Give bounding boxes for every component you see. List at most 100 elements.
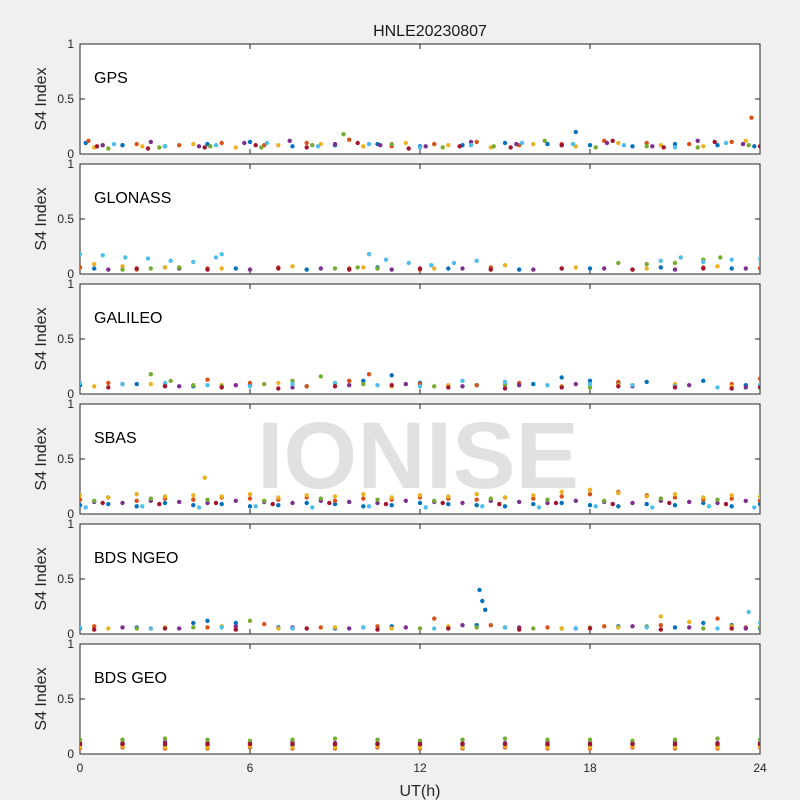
data-point: [177, 265, 182, 270]
data-point: [432, 266, 437, 271]
data-point: [672, 145, 678, 150]
data-point: [743, 498, 748, 503]
data-point: [587, 745, 593, 750]
data-point: [488, 267, 493, 272]
y-tick-label: 0: [67, 507, 74, 521]
panel-frame: [79, 163, 761, 275]
data-point: [573, 129, 578, 135]
data-point: [94, 144, 100, 149]
data-point: [361, 492, 366, 497]
data-point: [162, 384, 168, 389]
data-point: [120, 741, 125, 747]
data-point: [491, 144, 496, 149]
y-tick-label: 0.5: [57, 332, 74, 346]
data-point: [247, 492, 253, 497]
data-point: [502, 379, 508, 385]
data-point: [80, 380, 83, 386]
data-point: [545, 745, 550, 750]
data-point: [460, 623, 465, 628]
y-tick-label: 0.5: [57, 212, 74, 226]
data-point: [290, 626, 295, 631]
panel-bds-geo: 0 0.5 1 S4 Index BDS GEO: [33, 637, 761, 761]
data-point: [712, 139, 717, 145]
data-point: [429, 263, 434, 268]
data-point: [672, 745, 678, 750]
data-point: [667, 500, 672, 506]
y-tick-label: 1: [67, 277, 74, 291]
data-point: [318, 496, 323, 501]
data-point: [480, 598, 485, 604]
y-axis-label: S4 Index: [33, 427, 50, 490]
series: [80, 378, 760, 390]
data-point: [327, 500, 332, 506]
data-point: [100, 253, 105, 258]
panel-galileo: 0 0.5 1 S4 Index GALILEO: [33, 277, 761, 401]
data-point: [318, 374, 323, 379]
data-point: [474, 383, 479, 388]
data-point: [729, 496, 734, 501]
data-point: [468, 139, 474, 145]
data-point: [723, 501, 729, 507]
y-tick-label: 0.5: [57, 572, 74, 586]
data-point: [148, 139, 153, 145]
data-point: [630, 624, 635, 629]
data-point: [106, 380, 111, 386]
data-point: [106, 626, 111, 631]
data-point: [752, 144, 757, 149]
y-tick-label: 1: [67, 37, 74, 51]
data-point: [672, 492, 678, 497]
data-point: [120, 737, 125, 742]
data-point: [162, 494, 168, 499]
data-point: [508, 145, 513, 150]
data-point: [474, 492, 479, 497]
data-point: [366, 504, 372, 509]
data-point: [120, 381, 125, 387]
data-point: [276, 143, 281, 148]
data-point: [177, 499, 182, 505]
data-point: [304, 626, 309, 631]
data-point: [233, 627, 238, 632]
data-point: [715, 143, 720, 148]
data-point: [678, 255, 683, 260]
data-point: [715, 385, 720, 390]
data-point: [332, 501, 338, 507]
data-point: [100, 143, 105, 148]
data-point: [196, 144, 202, 149]
data-point: [672, 495, 678, 500]
data-point: [630, 738, 635, 743]
y-tick-label: 1: [67, 157, 74, 171]
panel-frame: [79, 523, 761, 635]
data-point: [219, 625, 224, 630]
x-tick-label: 24: [753, 761, 767, 775]
data-point: [233, 383, 238, 388]
series: [100, 500, 729, 507]
data-point: [162, 144, 168, 149]
data-point: [460, 384, 465, 389]
data-point: [687, 625, 692, 630]
data-point: [262, 621, 267, 627]
data-point: [749, 115, 754, 120]
data-point: [616, 379, 621, 385]
data-point: [92, 384, 97, 389]
data-point: [517, 267, 522, 272]
data-point: [219, 501, 224, 507]
data-point: [341, 132, 346, 137]
data-point: [213, 143, 219, 148]
data-point: [630, 267, 635, 272]
data-point: [262, 381, 267, 387]
data-point: [290, 378, 295, 383]
panel-label: BDS NGEO: [94, 550, 178, 567]
data-point: [290, 385, 295, 390]
panel-label: SBAS: [94, 430, 137, 447]
series: [92, 626, 734, 632]
data-point: [531, 496, 536, 501]
data-point: [695, 145, 700, 150]
panel-glonass: 0 0.5 1 S4 Index GLONASS: [33, 157, 761, 281]
series: [80, 736, 760, 743]
data-point: [148, 626, 153, 631]
data-point: [191, 383, 196, 388]
data-point: [120, 143, 125, 148]
data-point: [347, 267, 352, 272]
y-axis-label: S4 Index: [33, 67, 50, 130]
